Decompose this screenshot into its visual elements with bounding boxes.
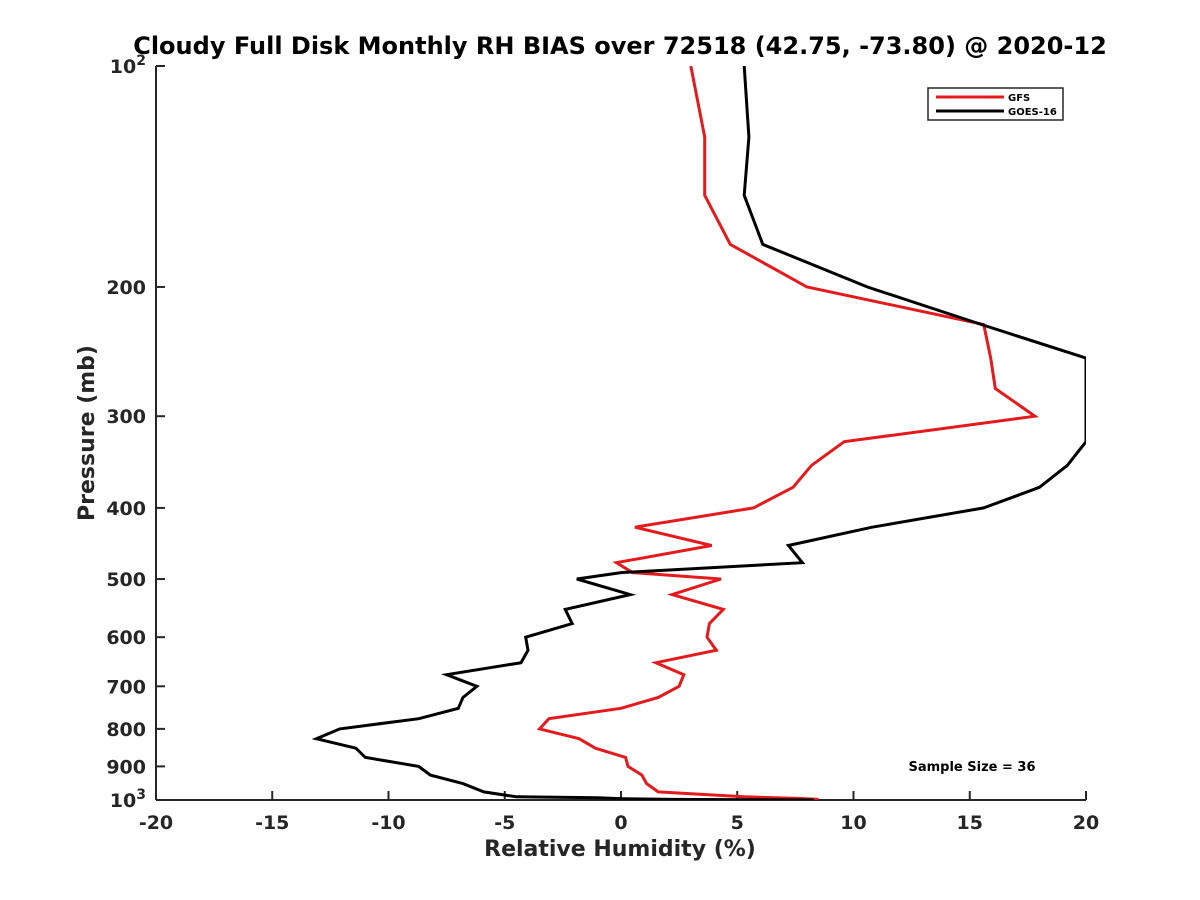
y-tick-exponent: 3 — [136, 787, 146, 803]
sample-size-annotation: Sample Size = 36 — [908, 760, 1035, 775]
x-tick-label: 20 — [1073, 812, 1099, 834]
y-tick-label: 200 — [106, 277, 146, 299]
x-tick-label: 5 — [731, 812, 744, 834]
x-tick-label: -10 — [371, 812, 405, 834]
y-axis-label: Pressure (mb) — [75, 345, 100, 521]
x-axis-label: Relative Humidity (%) — [484, 837, 756, 862]
series-line-goes-16 — [311, 66, 1086, 800]
y-tick-label: 800 — [106, 719, 146, 741]
x-tick-label: 15 — [957, 812, 983, 834]
legend-entry-label: GOES-16 — [1008, 107, 1057, 118]
y-tick-label: 500 — [106, 569, 146, 591]
legend: GFS GOES-16 — [927, 87, 1064, 121]
x-tick-label: -15 — [255, 812, 289, 834]
y-tick-exponent: 2 — [136, 53, 146, 69]
x-tick-label: 0 — [614, 812, 627, 834]
chart-title: Cloudy Full Disk Monthly RH BIAS over 72… — [133, 32, 1107, 60]
legend-box — [927, 87, 1064, 121]
y-tick-label: 300 — [106, 406, 146, 428]
y-tick-label: 900 — [106, 756, 146, 778]
legend-entry-label: GFS — [1008, 93, 1030, 104]
y-tick-label: 400 — [106, 498, 146, 520]
x-tick-label: -5 — [494, 812, 515, 834]
plot-area: -20 -15 -10 -5 0 5 10 15 20102200300400500600700… — [106, 53, 1099, 834]
x-tick-label: 10 — [840, 812, 866, 834]
x-tick-label: -20 — [139, 812, 173, 834]
y-tick-label: 600 — [106, 627, 146, 649]
series-line-gfs — [536, 66, 1039, 800]
y-tick-label: 700 — [106, 676, 146, 698]
